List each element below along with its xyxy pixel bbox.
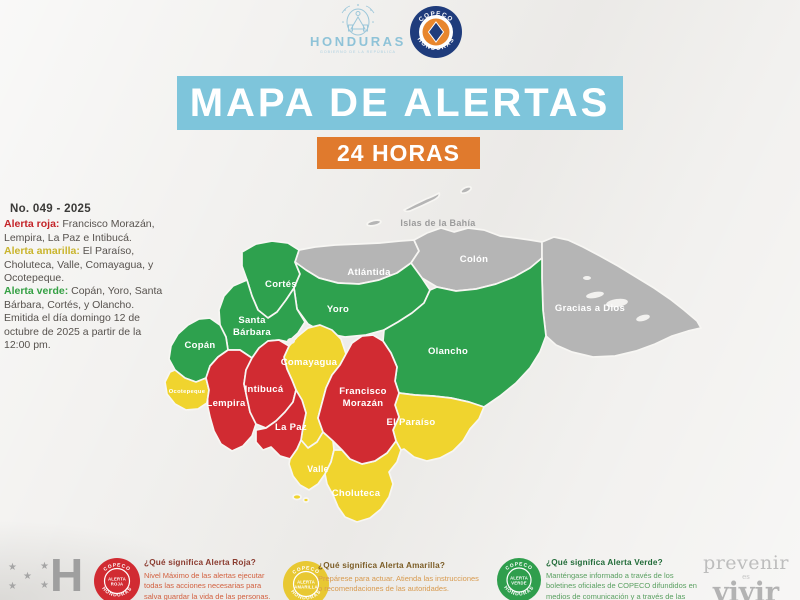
star-icon: ★ [8,581,17,592]
label-cortes: Cortés [265,279,297,290]
legend-red-question: ¿Qué significa Alerta Roja? [144,558,257,567]
label-la-paz: La Paz [275,422,307,433]
honduras-gov-logo: HONDURAS GOBIERNO DE LA REPÚBLICA [310,4,406,54]
honduras-coat-of-arms-icon [341,4,375,36]
label-ocotepeque: Ocotepeque [169,389,206,395]
alert-verde-badge-text-1: ALERTA [510,576,528,581]
svg-text:COPECO: COPECO [102,562,131,572]
lagoon-4 [583,276,591,280]
copeco-logo: COPECO HONDURAS [410,6,462,58]
alert-green-text: Copán, Yoro, Santa Bárbara, Cortés, y Ol… [4,285,163,311]
alert-roja-badge-circle [94,558,140,600]
alert-verde-badge-text-2: VERDE [511,581,526,586]
dept-intibuca [243,339,297,429]
star-icon: ★ [8,562,17,573]
alert-red-label: Alerta roja: [4,218,60,231]
legend-yellow-block: ¿Qué significa Alerta Amarilla? Prepáres… [318,561,494,595]
alert-amarilla-badge: ALERTA AMARILLA COPECO HONDURAS [283,561,329,600]
dept-gracias-a-dios [541,236,702,358]
alert-verde-badge: ALERTA VERDE COPECO HONDURAS [497,558,541,600]
island-roatan [403,192,441,213]
lake-yojoa [287,338,295,344]
label-santa-barbara-1: Santa [238,315,266,326]
alert-roja-badge-text-2: ROJA [111,582,123,587]
title-banner: MAPA DE ALERTAS [177,76,623,130]
subtitle-banner: 24 HORAS [317,137,480,169]
label-choluteca: Choluteca [332,488,381,499]
legend-yellow-question: ¿Qué significa Alerta Amarilla? [318,561,446,570]
page-subtitle: 24 HORAS [336,139,461,166]
slogan-line-1: prevenir [703,552,789,574]
lagoon-1 [586,291,604,299]
legend-green-answer: Manténgase informado a través de los bol… [546,571,697,600]
legend-red-answer: Nivel Máximo de las alertas ejecutar tod… [144,571,271,600]
alert-green-label: Alerta verde: [4,285,69,298]
bulletin-number: No. 049 - 2025 [10,203,91,215]
valle-island-2 [302,497,310,503]
alert-yellow-line: Alerta amarilla: El Paraíso, Choluteca, … [4,245,180,285]
copeco-diamond-icon [427,21,445,43]
alert-amarilla-badge-text-1: ALERTA [297,580,315,585]
alert-red-text: Francisco Morazán, Lempira, La Paz e Int… [4,218,155,244]
bulletin-issued: Emitida el día domingo 12 de octubre de … [4,312,142,352]
label-atlantida: Atlántida [347,267,391,278]
dept-la-paz [255,389,307,460]
label-intibuca: Intibucá [245,384,284,395]
island-guanaja [460,185,472,195]
alert-amarilla-badge-ring [292,570,320,598]
label-lempira: Lempira [206,398,245,409]
label-olancho: Olancho [428,346,468,357]
alert-roja-badge-text-1: ALERTA [108,577,126,582]
legend-green-question: ¿Qué significa Alerta Verde? [546,558,663,567]
label-islas-de-la-bahia: Islas de la Bahía [400,218,476,228]
alert-roja-badge: ALERTA ROJA COPECO HONDURAS [94,558,140,600]
alert-yellow-text: El Paraíso, Choluteca, Valle, Comayagua,… [4,245,154,285]
page-title: MAPA DE ALERTAS [189,80,611,125]
label-el-paraiso: El Paraíso [387,417,436,428]
label-colon: Colón [460,254,488,265]
alert-amarilla-badge-text-2: AMARILLA [294,585,317,590]
slogan-line-2: es [742,573,750,581]
label-gracias-a-dios: Gracias a Dios [555,303,625,314]
lagoon-3 [636,314,650,322]
label-comayagua: Comayagua [281,357,338,368]
label-yoro: Yoro [327,304,349,315]
h-monogram: H [50,549,84,600]
honduras-h-logo: ★ ★ ★ ★ ★ H [6,549,106,600]
alert-roja-badge-ring [103,567,131,595]
alert-green-line: Alerta verde: Copán, Yoro, Santa Bárbara… [4,285,180,312]
svg-text:COPECO: COPECO [504,561,533,571]
star-icon: ★ [40,580,49,591]
label-francisco-morazan-1: Francisco [339,386,387,397]
slogan-line-3: vivir [712,577,780,600]
dept-francisco-morazan [317,334,400,465]
label-santa-barbara-2: Bárbara [233,327,271,338]
star-icon: ★ [40,561,49,572]
slogan-prevenir-es-vivir: prevenir es vivir [698,552,794,600]
honduras-logo-subtitle: GOBIERNO DE LA REPÚBLICA [320,49,396,54]
label-valle: Valle [307,464,329,474]
legend-yellow-answer: Prepárese para actuar. Atienda las instr… [318,574,479,594]
alert-verde-badge-circle [497,558,541,600]
honduras-logo-wordmark: HONDURAS [310,34,406,49]
valle-island [292,493,302,501]
lagoon-2 [606,298,628,308]
star-icon: ★ [23,571,32,582]
island-utila [366,219,382,227]
svg-text:COPECO: COPECO [291,565,320,575]
legend-green-block: ¿Qué significa Alerta Verde? Manténgase … [546,558,718,600]
honduras-alert-map: Islas de la Bahía Atlántida Colón Gracia… [164,185,702,523]
legend-red-block: ¿Qué significa Alerta Roja? Nivel Máximo… [144,558,304,600]
bulletin-block: No. 049 - 2025 Alerta roja: Francisco Mo… [4,203,180,352]
alert-verde-badge-ring [506,567,532,593]
alert-yellow-label: Alerta amarilla: [4,245,80,258]
alert-red-line: Alerta roja: Francisco Morazán, Lempira,… [4,218,180,245]
label-francisco-morazan-2: Morazán [343,398,384,409]
label-copan: Copán [184,340,215,351]
dept-valle [288,431,335,491]
